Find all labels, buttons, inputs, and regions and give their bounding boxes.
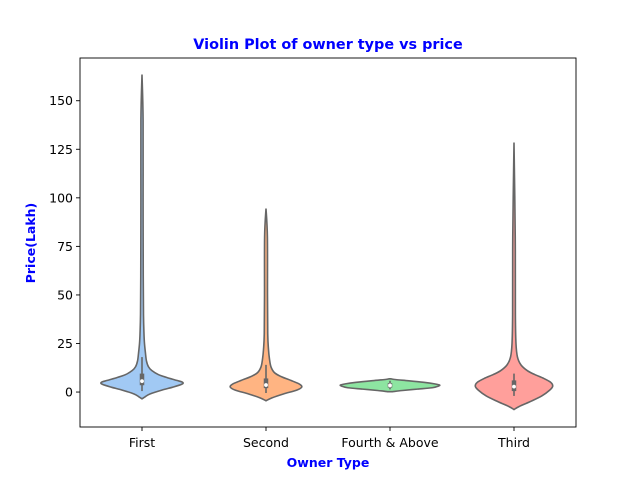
y-axis-label: Price(Lakh) [23,203,38,284]
chart-title: Violin Plot of owner type vs price [193,37,463,53]
violin-second [229,208,303,402]
median-fourth-above [388,383,392,388]
y-tick-label: 125 [49,142,73,157]
x-tick-label: First [129,435,155,450]
x-tick-label: Fourth & Above [341,435,439,450]
y-tick-label: 50 [57,287,73,302]
plot-area [100,74,554,411]
violin-third [474,142,554,411]
median-first [140,379,144,384]
y-tick-label: 75 [57,239,73,254]
axes-frame [79,57,577,428]
median-second [264,383,268,387]
x-tick-label: Second [243,435,289,450]
violin-first [100,74,184,400]
y-tick-label: 25 [57,336,73,351]
y-tick-label: 0 [65,385,73,400]
y-tick-label: 100 [49,190,73,205]
x-axis-label: Owner Type [287,455,370,470]
x-tick-label: Third [497,435,530,450]
median-third [512,384,516,389]
axes: 0 25 50 75 100 125 150 First Second Fourth & Abov… [49,57,577,450]
y-tick-label: 150 [49,93,73,108]
